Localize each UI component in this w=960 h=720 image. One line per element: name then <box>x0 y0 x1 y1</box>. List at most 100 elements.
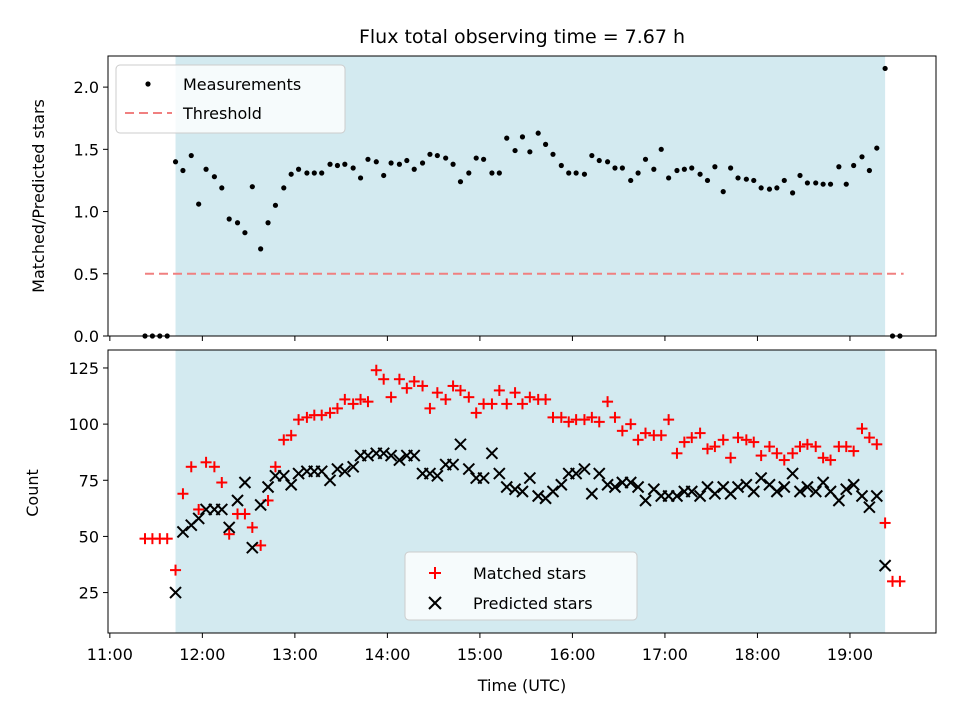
predicted-star-point <box>462 462 476 476</box>
measurement-point <box>535 130 541 136</box>
x-tick-label: 17:00 <box>642 645 688 664</box>
matched-star-point <box>725 452 737 464</box>
measurement-point <box>573 170 579 176</box>
predicted-star-point <box>754 471 768 485</box>
matched-star-point <box>848 445 860 457</box>
matched-star-point <box>801 438 813 450</box>
measurement-point <box>443 155 449 161</box>
y-tick-label: 1.0 <box>74 203 99 222</box>
predicted-star-point <box>477 471 490 485</box>
predicted-star-point <box>601 478 614 491</box>
measurement-point <box>612 165 618 171</box>
predicted-star-point <box>408 449 421 462</box>
predicted-star-point <box>793 485 807 498</box>
top-legend-box <box>115 64 346 134</box>
measurement-point <box>519 134 526 140</box>
measurement-point <box>666 175 672 181</box>
matched-star-point <box>486 398 498 410</box>
measurement-point <box>619 165 625 171</box>
matched-star-point <box>632 434 644 446</box>
legend-predicted-label: Predicted stars <box>473 594 593 613</box>
matched-star-point <box>563 416 575 428</box>
chart-title: Flux total observing time = 7.67 h <box>359 26 685 48</box>
measurement-point <box>674 167 680 174</box>
measurement-point <box>489 170 495 176</box>
matched-star-point <box>840 441 852 453</box>
measurement-point <box>319 170 325 176</box>
measurement-point <box>203 166 209 172</box>
measurement-point <box>581 171 588 177</box>
matched-star-point <box>678 436 690 448</box>
matched-star-point <box>200 456 212 468</box>
predicted-star-point <box>423 467 437 480</box>
measurement-point <box>350 165 356 171</box>
measurement-point <box>751 177 757 184</box>
legend-measurements-marker <box>145 81 151 87</box>
predicted-star-point <box>685 485 698 498</box>
predicted-star-point <box>585 487 599 500</box>
matched-star-point <box>810 441 822 453</box>
measurement-point <box>242 230 248 236</box>
matched-star-point <box>177 488 189 500</box>
measurement-point <box>874 145 880 151</box>
top-legend: Measurements Threshold <box>115 64 346 134</box>
matched-star-point <box>170 564 182 576</box>
predicted-star-point <box>261 480 275 494</box>
predicted-star-point <box>523 471 537 485</box>
matched-star-point <box>609 411 621 423</box>
measurement-point <box>295 166 302 172</box>
matched-star-point <box>509 387 521 399</box>
predicted-star-point <box>393 453 406 467</box>
measurement-point <box>188 152 194 159</box>
matched-star-point <box>301 411 313 423</box>
matched-star-point <box>794 441 806 453</box>
top-x-ticks <box>109 336 851 341</box>
matched-star-point <box>787 447 799 459</box>
measurement-point <box>882 65 888 72</box>
predicted-star-point <box>708 487 722 500</box>
predicted-star-point <box>331 462 344 476</box>
predicted-star-point <box>670 489 684 503</box>
matched-star-point <box>246 521 258 533</box>
measurement-point <box>735 175 741 181</box>
measurement-point <box>258 246 264 252</box>
matched-star-point <box>385 391 397 403</box>
predicted-star-point <box>855 489 869 503</box>
measurement-point <box>681 166 687 172</box>
predicted-star-point <box>246 541 259 554</box>
measurement-point <box>689 165 695 171</box>
measurement-point <box>704 177 711 184</box>
matched-star-point <box>817 452 829 464</box>
matched-star-point <box>255 539 267 551</box>
matched-star-point <box>424 402 436 414</box>
matched-star-point <box>216 477 228 489</box>
measurement-point <box>172 159 179 165</box>
measurement-point <box>434 152 440 159</box>
x-tick-label: 19:00 <box>827 645 873 664</box>
measurement-point <box>527 149 533 155</box>
matched-star-point <box>454 384 466 396</box>
x-tick-label: 18:00 <box>734 645 780 664</box>
x-tick-label: 15:00 <box>457 645 503 664</box>
matched-star-point <box>408 375 420 387</box>
measurement-point <box>542 141 549 147</box>
matched-star-point <box>417 380 429 392</box>
predicted-star-point <box>169 586 182 599</box>
measurement-point <box>504 135 510 141</box>
matched-star-point <box>602 396 614 408</box>
predicted-star-point <box>801 480 814 494</box>
measurement-point <box>457 179 464 185</box>
predicted-star-point <box>493 467 506 480</box>
matched-star-point <box>748 436 760 448</box>
legend-matched-marker <box>429 567 441 579</box>
predicted-star-point <box>338 465 352 478</box>
matched-star-point <box>493 384 505 396</box>
matched-star-point <box>863 432 875 444</box>
matched-star-point <box>293 414 305 426</box>
measurement-point <box>334 162 341 169</box>
measurement-point <box>758 185 764 191</box>
measurement-point <box>743 176 749 182</box>
matched-star-point <box>825 454 837 466</box>
x-axis-label: Time (UTC) <box>477 676 566 695</box>
matched-star-point <box>555 411 567 423</box>
